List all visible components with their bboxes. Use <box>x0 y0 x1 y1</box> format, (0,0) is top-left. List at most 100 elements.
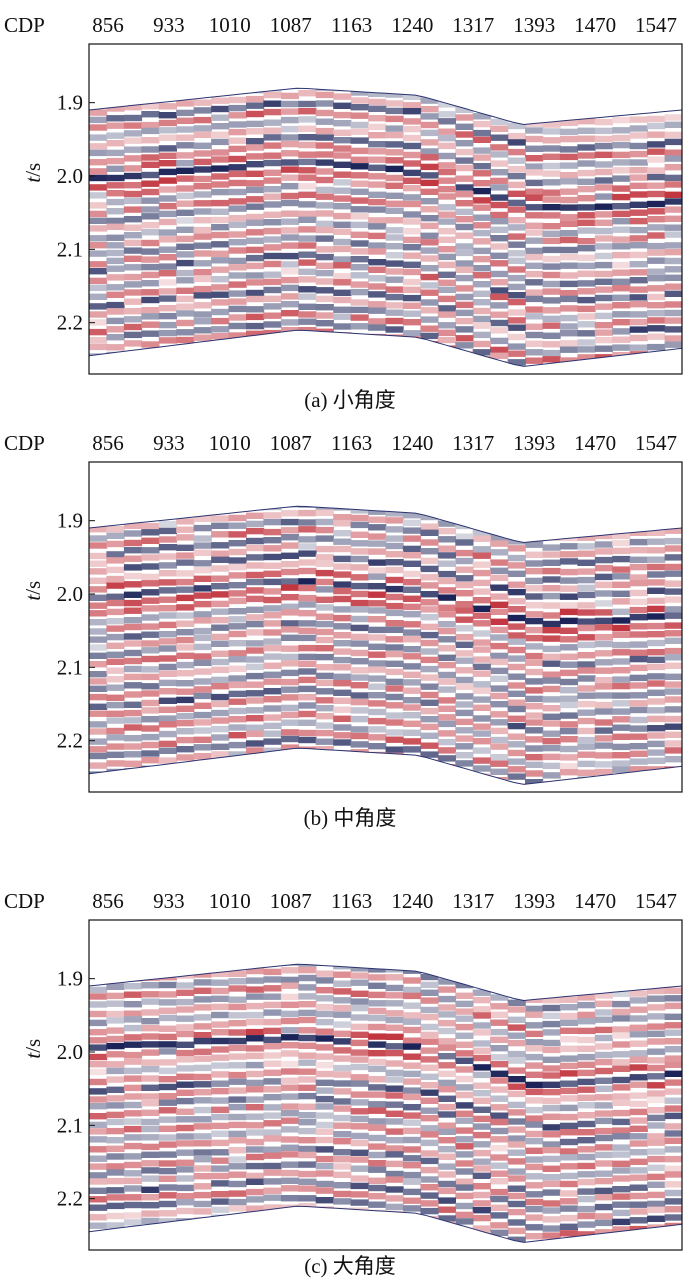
reflector-event <box>280 1017 300 1025</box>
reflector-event <box>368 660 387 667</box>
reflector-event <box>176 1049 195 1057</box>
reflector-event <box>106 242 125 249</box>
reflector-event <box>455 317 474 325</box>
reflector-event <box>420 513 439 521</box>
reflector-event <box>612 203 631 210</box>
reflector-event <box>647 1048 666 1055</box>
reflector-event <box>490 1070 509 1077</box>
reflector-event <box>402 1188 422 1196</box>
reflector-event <box>420 631 439 639</box>
reflector-event <box>437 211 456 218</box>
reflector-event <box>594 227 613 235</box>
reflector-event <box>123 1051 143 1059</box>
reflector-event <box>123 1010 143 1017</box>
reflector-event <box>420 766 439 774</box>
reflector-event <box>420 1131 439 1138</box>
reflector-event <box>525 602 544 609</box>
reflector-event <box>89 268 108 275</box>
reflector-event <box>420 299 439 306</box>
reflector-event <box>280 976 300 984</box>
reflector-event <box>315 1146 334 1153</box>
reflector-event <box>472 1200 491 1207</box>
reflector-event <box>629 589 648 597</box>
reflector-event <box>158 195 177 202</box>
reflector-event <box>158 1184 177 1191</box>
reflector-event <box>106 334 125 341</box>
reflector-event <box>106 1086 125 1093</box>
reflector-event <box>176 1207 195 1215</box>
reflector-event <box>559 745 579 753</box>
reflector-event <box>612 226 631 233</box>
reflector-event <box>437 193 456 200</box>
reflector-event <box>664 274 682 281</box>
reflector-event <box>141 1194 160 1201</box>
reflector-event <box>664 637 682 644</box>
reflector-event <box>647 249 666 256</box>
reflector-event <box>542 671 561 678</box>
reflector-event <box>246 1188 265 1196</box>
reflector-event <box>437 246 456 253</box>
reflector-event <box>176 998 195 1006</box>
reflector-event <box>333 78 351 84</box>
reflector-event <box>158 1059 177 1066</box>
reflector-event <box>525 687 544 694</box>
reflector-event <box>507 545 526 552</box>
reflector-event <box>629 167 648 174</box>
reflector-event <box>385 535 404 542</box>
reflector-event <box>211 156 230 163</box>
reflector-event <box>472 1082 491 1089</box>
reflector-event <box>664 1230 682 1238</box>
reflector-event <box>437 236 456 243</box>
reflector-event <box>472 630 491 637</box>
reflector-event <box>525 1022 544 1029</box>
reflector-event <box>385 762 404 769</box>
reflector-event <box>246 186 265 194</box>
reflector-event <box>594 1067 613 1075</box>
reflector-event <box>612 185 631 192</box>
reflector-event <box>508 376 526 382</box>
reflector-event <box>594 640 613 648</box>
reflector-event <box>176 754 195 761</box>
reflector-event <box>246 77 264 83</box>
reflector-event <box>193 327 212 334</box>
reflector-event <box>612 1109 631 1117</box>
reflector-event <box>141 666 160 673</box>
reflector-event <box>280 192 300 200</box>
reflector-event <box>559 712 579 719</box>
reflector-event <box>368 283 387 290</box>
reflector-event <box>402 764 422 771</box>
reflector-event <box>472 1106 491 1113</box>
reflector-event <box>333 212 352 220</box>
reflector-event <box>263 260 282 268</box>
reflector-event <box>211 1054 230 1061</box>
reflector-event <box>664 1029 682 1036</box>
reflector-event <box>420 582 439 589</box>
reflector-event <box>246 647 265 654</box>
reflector-event <box>612 641 631 649</box>
reflector-event <box>193 208 212 215</box>
reflector-event <box>472 197 491 204</box>
reflector-event <box>629 209 648 216</box>
reflector-event <box>525 1088 544 1096</box>
reflector-event <box>89 1068 108 1076</box>
reflector-event <box>315 1079 334 1086</box>
reflector-event <box>368 1193 387 1200</box>
reflector-event <box>525 1163 544 1171</box>
reflector-event <box>559 1080 579 1087</box>
reflector-event <box>420 1207 439 1215</box>
reflector-event <box>507 274 526 282</box>
reflector-event <box>577 204 596 211</box>
reflector-event <box>246 977 265 984</box>
reflector-event <box>315 193 334 200</box>
reflector-event <box>455 625 474 632</box>
reflector-event <box>629 174 648 181</box>
reflector-event <box>298 964 317 967</box>
reflector-event <box>228 257 247 265</box>
reflector-event <box>647 141 666 148</box>
reflector-event <box>437 594 456 601</box>
reflector-event <box>280 634 300 641</box>
reflector-event <box>368 98 387 106</box>
reflector-event <box>246 656 265 663</box>
reflector-event <box>368 498 386 504</box>
reflector-event <box>176 329 195 336</box>
